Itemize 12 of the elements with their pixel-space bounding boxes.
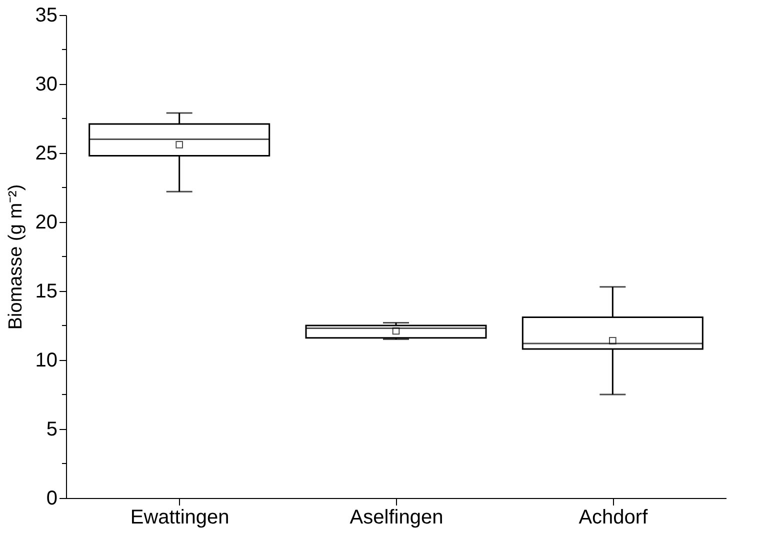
y-tick-label: 25 xyxy=(35,142,58,164)
y-tick-label: 5 xyxy=(46,418,58,440)
x-tick-label: Ewattingen xyxy=(130,506,230,528)
x-tick-label: Achdorf xyxy=(578,506,648,528)
y-tick-label: 10 xyxy=(35,350,58,372)
x-tick-label: Aselfingen xyxy=(350,506,444,528)
y-axis-title: Biomasse (g m⁻²) xyxy=(5,184,26,330)
y-tick-label: 30 xyxy=(35,74,58,96)
y-tick-label: 35 xyxy=(35,4,58,26)
y-tick-label: 20 xyxy=(35,212,58,234)
y-tick-label: 0 xyxy=(46,488,58,510)
y-tick-label: 15 xyxy=(35,280,58,302)
